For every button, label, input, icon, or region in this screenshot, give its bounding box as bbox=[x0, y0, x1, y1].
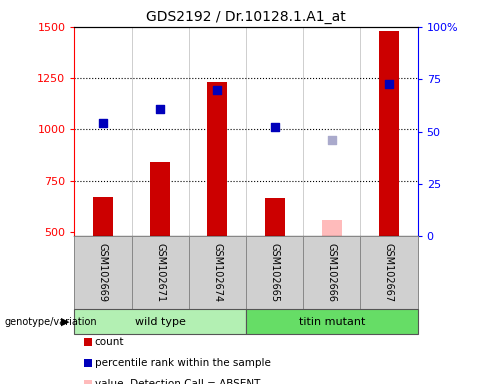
Point bbox=[328, 137, 336, 143]
Bar bbox=[322, 220, 342, 236]
Bar bbox=[360, 236, 418, 309]
Text: GSM102666: GSM102666 bbox=[327, 243, 337, 302]
Text: value, Detection Call = ABSENT: value, Detection Call = ABSENT bbox=[95, 379, 260, 384]
Text: wild type: wild type bbox=[135, 316, 186, 327]
Text: percentile rank within the sample: percentile rank within the sample bbox=[95, 358, 270, 368]
Title: GDS2192 / Dr.10128.1.A1_at: GDS2192 / Dr.10128.1.A1_at bbox=[146, 10, 346, 25]
Bar bbox=[93, 197, 113, 236]
Bar bbox=[132, 236, 189, 309]
Bar bbox=[246, 236, 303, 309]
Point bbox=[385, 81, 393, 88]
Text: GSM102665: GSM102665 bbox=[270, 243, 279, 302]
Text: GSM102674: GSM102674 bbox=[212, 243, 222, 302]
Bar bbox=[379, 31, 399, 236]
Text: genotype/variation: genotype/variation bbox=[5, 316, 97, 327]
Point bbox=[271, 124, 278, 131]
Point bbox=[156, 106, 164, 112]
Bar bbox=[303, 236, 360, 309]
Text: GSM102667: GSM102667 bbox=[384, 243, 394, 302]
Point bbox=[214, 88, 221, 94]
Text: GSM102669: GSM102669 bbox=[98, 243, 108, 302]
Text: count: count bbox=[95, 337, 124, 347]
Text: GSM102671: GSM102671 bbox=[155, 243, 165, 302]
Bar bbox=[246, 309, 418, 334]
Bar bbox=[74, 236, 132, 309]
Text: titin mutant: titin mutant bbox=[299, 316, 365, 327]
Bar bbox=[74, 309, 246, 334]
Bar bbox=[264, 198, 285, 236]
Bar bbox=[189, 236, 246, 309]
Text: ▶: ▶ bbox=[60, 316, 69, 327]
Bar bbox=[207, 82, 228, 236]
Bar bbox=[150, 162, 170, 236]
Point bbox=[99, 120, 107, 126]
